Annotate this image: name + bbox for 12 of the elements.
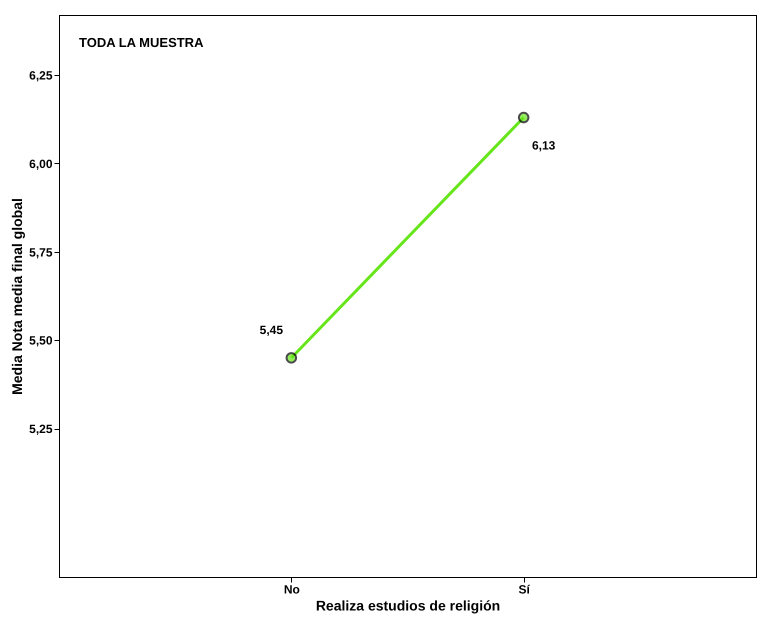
text: TODA LA MUESTRA [79,35,204,50]
y-tick-label: 6,00 [29,156,53,171]
y-axis-title: Media Nota media final global [9,198,26,395]
y-tick-label: 5,50 [29,334,53,348]
y-tick-label: 6,25 [29,68,53,83]
y-tick-label: 5,75 [29,245,53,260]
data-label: 5,45 [260,322,284,337]
x-axis-title: Realiza estudios de religión [316,598,500,614]
x-tick-label: Sí [518,582,530,596]
x-tick-label: No [284,582,300,596]
y-tick-label: 5,25 [29,422,53,436]
data-label: 6,13 [532,138,556,153]
